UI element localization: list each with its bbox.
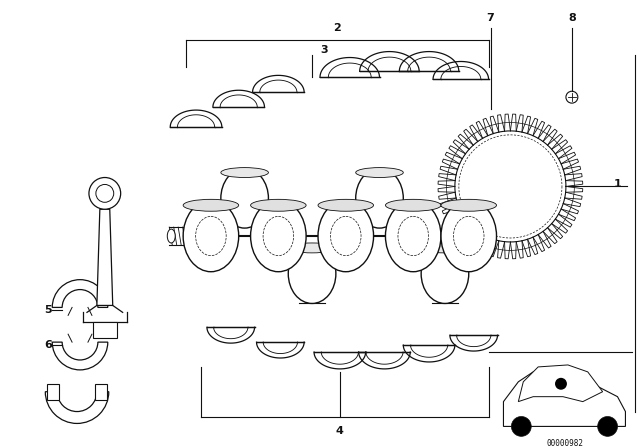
Ellipse shape bbox=[318, 199, 374, 211]
Wedge shape bbox=[52, 280, 108, 307]
Ellipse shape bbox=[251, 200, 306, 272]
Polygon shape bbox=[518, 365, 603, 401]
Circle shape bbox=[598, 417, 618, 436]
Bar bbox=[93, 322, 116, 338]
Text: 2: 2 bbox=[333, 23, 340, 33]
Circle shape bbox=[555, 378, 567, 390]
Ellipse shape bbox=[421, 243, 468, 253]
Circle shape bbox=[511, 417, 531, 436]
Polygon shape bbox=[504, 369, 625, 426]
Text: 4: 4 bbox=[336, 426, 344, 436]
Ellipse shape bbox=[167, 229, 175, 243]
Text: 3: 3 bbox=[320, 45, 328, 55]
Bar bbox=[95, 384, 107, 400]
Ellipse shape bbox=[183, 199, 239, 211]
Ellipse shape bbox=[421, 244, 468, 303]
Ellipse shape bbox=[221, 168, 268, 228]
Ellipse shape bbox=[356, 168, 403, 177]
Ellipse shape bbox=[183, 200, 239, 272]
Ellipse shape bbox=[96, 185, 114, 202]
Text: 5: 5 bbox=[44, 306, 52, 315]
Ellipse shape bbox=[385, 200, 441, 272]
Wedge shape bbox=[52, 342, 108, 370]
Ellipse shape bbox=[385, 199, 441, 211]
Circle shape bbox=[566, 91, 578, 103]
Text: 00000982: 00000982 bbox=[547, 439, 584, 448]
Text: 1: 1 bbox=[614, 180, 621, 190]
Text: 7: 7 bbox=[486, 13, 495, 23]
Ellipse shape bbox=[288, 244, 336, 303]
Ellipse shape bbox=[251, 199, 306, 211]
Wedge shape bbox=[45, 392, 109, 423]
Text: 8: 8 bbox=[568, 13, 576, 23]
Text: 6: 6 bbox=[44, 340, 52, 350]
Ellipse shape bbox=[288, 243, 336, 253]
Ellipse shape bbox=[318, 200, 374, 272]
Ellipse shape bbox=[441, 199, 497, 211]
Ellipse shape bbox=[441, 200, 497, 272]
Polygon shape bbox=[97, 209, 113, 306]
Ellipse shape bbox=[221, 168, 268, 177]
Ellipse shape bbox=[89, 177, 121, 209]
Ellipse shape bbox=[356, 168, 403, 228]
Bar bbox=[47, 384, 59, 400]
